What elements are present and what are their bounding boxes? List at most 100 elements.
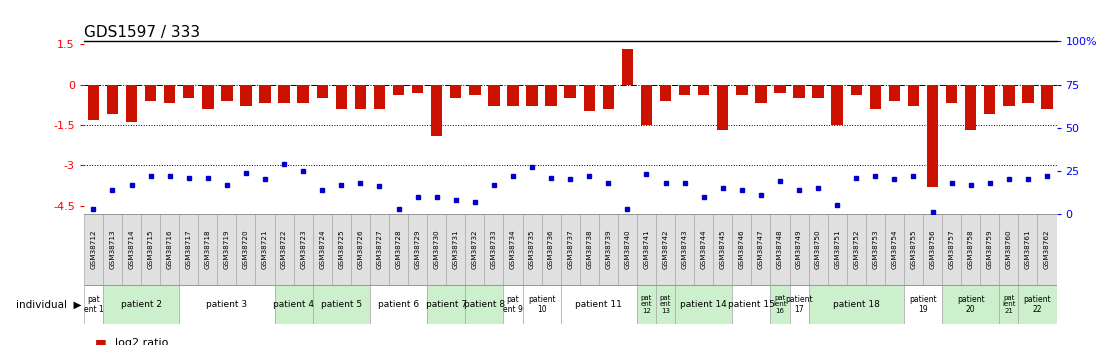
- Bar: [637, 214, 656, 285]
- Bar: [675, 214, 694, 285]
- Text: patient 6: patient 6: [378, 300, 419, 309]
- Bar: [984, 85, 995, 114]
- Bar: [775, 85, 786, 92]
- Bar: [527, 85, 538, 106]
- Bar: [679, 85, 690, 95]
- Bar: [198, 214, 217, 285]
- Text: GSM38734: GSM38734: [510, 229, 517, 269]
- Bar: [179, 214, 198, 285]
- Bar: [637, 285, 656, 324]
- Text: GSM38728: GSM38728: [396, 229, 401, 269]
- Text: GSM38716: GSM38716: [167, 229, 172, 269]
- Bar: [354, 85, 366, 109]
- Text: GSM38749: GSM38749: [796, 229, 802, 269]
- Bar: [656, 285, 675, 324]
- Bar: [106, 85, 119, 114]
- Bar: [904, 214, 923, 285]
- Text: individual  ▶: individual ▶: [16, 299, 82, 309]
- Bar: [160, 214, 179, 285]
- Text: GSM38757: GSM38757: [948, 229, 955, 269]
- Text: log2 ratio: log2 ratio: [115, 338, 169, 345]
- Text: GSM38713: GSM38713: [110, 229, 115, 269]
- Text: patient 14: patient 14: [681, 300, 727, 309]
- Text: GSM38725: GSM38725: [339, 229, 344, 269]
- Bar: [221, 85, 233, 101]
- Bar: [660, 85, 671, 101]
- Bar: [446, 214, 465, 285]
- Text: GSM38748: GSM38748: [777, 229, 783, 269]
- Text: pat
ient
21: pat ient 21: [1002, 295, 1015, 314]
- Text: GSM38759: GSM38759: [987, 229, 993, 269]
- Bar: [946, 85, 957, 103]
- Text: GSM38733: GSM38733: [491, 229, 496, 269]
- Bar: [240, 85, 252, 106]
- Text: GSM38747: GSM38747: [758, 229, 764, 269]
- Text: GSM38714: GSM38714: [129, 229, 134, 269]
- Bar: [999, 214, 1018, 285]
- Bar: [942, 285, 999, 324]
- Text: GSM38742: GSM38742: [663, 229, 669, 269]
- Text: pat
ient
16: pat ient 16: [774, 295, 787, 314]
- Bar: [870, 85, 881, 109]
- Text: GSM38738: GSM38738: [586, 229, 593, 269]
- Bar: [256, 214, 275, 285]
- Bar: [1041, 85, 1053, 109]
- Bar: [103, 214, 122, 285]
- Text: patient
19: patient 19: [909, 295, 937, 314]
- Bar: [927, 85, 938, 187]
- Bar: [408, 214, 427, 285]
- Bar: [236, 214, 256, 285]
- Bar: [618, 214, 637, 285]
- Bar: [84, 285, 103, 324]
- Text: GSM38715: GSM38715: [148, 229, 153, 269]
- Text: patient 2: patient 2: [121, 300, 162, 309]
- Bar: [698, 85, 710, 95]
- Bar: [1018, 285, 1057, 324]
- Bar: [717, 85, 729, 130]
- Text: patient
22: patient 22: [1024, 295, 1051, 314]
- Bar: [316, 85, 328, 98]
- Text: patient 5: patient 5: [321, 300, 362, 309]
- Bar: [713, 214, 732, 285]
- Text: GSM38723: GSM38723: [300, 229, 306, 269]
- Bar: [770, 214, 789, 285]
- Bar: [942, 214, 961, 285]
- Bar: [808, 285, 904, 324]
- Text: GSM38717: GSM38717: [186, 229, 192, 269]
- Bar: [373, 85, 386, 109]
- Bar: [980, 214, 999, 285]
- Text: GSM38732: GSM38732: [472, 229, 477, 269]
- Text: GSM38758: GSM38758: [968, 229, 974, 269]
- Bar: [675, 285, 732, 324]
- Text: GSM38737: GSM38737: [567, 229, 574, 269]
- Bar: [923, 214, 942, 285]
- Bar: [904, 285, 942, 324]
- Bar: [560, 214, 580, 285]
- Bar: [827, 214, 846, 285]
- Text: GSM38741: GSM38741: [644, 229, 650, 269]
- Bar: [846, 214, 865, 285]
- Text: GDS1597 / 333: GDS1597 / 333: [84, 25, 200, 40]
- Bar: [275, 214, 294, 285]
- Bar: [508, 85, 519, 106]
- Bar: [164, 85, 176, 103]
- Text: GSM38731: GSM38731: [453, 229, 458, 269]
- Bar: [789, 285, 808, 324]
- Bar: [141, 214, 160, 285]
- Bar: [1022, 85, 1034, 103]
- Bar: [565, 85, 576, 98]
- Bar: [278, 85, 290, 103]
- Text: GSM38744: GSM38744: [701, 229, 707, 269]
- Bar: [889, 85, 900, 101]
- Bar: [427, 285, 465, 324]
- Bar: [865, 214, 884, 285]
- Text: GSM38735: GSM38735: [529, 229, 536, 269]
- Bar: [580, 214, 599, 285]
- Bar: [217, 214, 236, 285]
- Bar: [351, 214, 370, 285]
- Text: GSM38726: GSM38726: [358, 229, 363, 269]
- Text: GSM38740: GSM38740: [624, 229, 631, 269]
- Bar: [965, 85, 976, 130]
- Text: GSM38727: GSM38727: [377, 229, 382, 269]
- Bar: [599, 214, 618, 285]
